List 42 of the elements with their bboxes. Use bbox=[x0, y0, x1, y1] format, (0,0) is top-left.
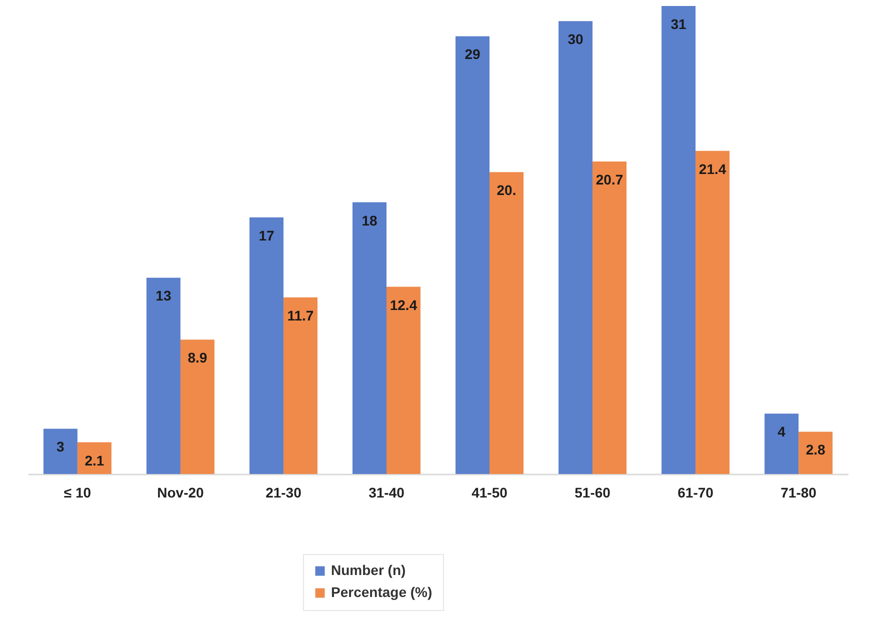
bar bbox=[43, 428, 78, 474]
bar bbox=[180, 340, 214, 474]
bar bbox=[490, 172, 524, 474]
bar bbox=[386, 286, 420, 474]
x-tick-label: 31-40 bbox=[368, 484, 405, 500]
bar bbox=[283, 297, 318, 474]
bar bbox=[352, 202, 386, 474]
data-label: 31 bbox=[670, 16, 687, 32]
bar bbox=[558, 21, 593, 474]
x-tick-label: 71-80 bbox=[780, 484, 817, 500]
bar bbox=[249, 217, 284, 474]
data-label: 12.4 bbox=[390, 296, 418, 313]
legend-label: Number (n) bbox=[331, 562, 406, 578]
bar bbox=[456, 36, 490, 474]
x-tick-label: 21-30 bbox=[266, 484, 302, 500]
x-tick-label: 61-70 bbox=[678, 484, 714, 500]
bar bbox=[146, 278, 180, 474]
x-tick-label: ≤ 10 bbox=[64, 484, 92, 500]
data-label: 11.7 bbox=[287, 307, 314, 324]
bar bbox=[696, 150, 730, 474]
x-tick-label: Nov-20 bbox=[157, 484, 204, 500]
data-label: 2.8 bbox=[806, 442, 826, 458]
data-label: 18 bbox=[362, 212, 378, 228]
x-tick-label: 51-60 bbox=[574, 484, 611, 500]
data-label: 29 bbox=[464, 46, 481, 62]
data-label: 20. bbox=[496, 182, 516, 198]
bar bbox=[798, 432, 833, 474]
data-label: 3 bbox=[56, 438, 65, 455]
data-label: 8.9 bbox=[188, 350, 208, 366]
data-label: 20.7 bbox=[596, 171, 624, 188]
data-label: 13 bbox=[156, 288, 172, 304]
bar bbox=[592, 161, 627, 474]
bar bbox=[764, 414, 799, 474]
data-label: 17 bbox=[258, 227, 274, 244]
x-tick-label: 41-50 bbox=[472, 484, 508, 500]
data-label: 30 bbox=[568, 31, 584, 48]
bar bbox=[77, 442, 112, 474]
data-label: 4 bbox=[778, 424, 786, 440]
data-label: 21.4 bbox=[698, 160, 726, 177]
legend-label: Percentage (%) bbox=[331, 584, 432, 600]
data-label: 2.1 bbox=[84, 452, 104, 468]
bar bbox=[662, 6, 696, 474]
